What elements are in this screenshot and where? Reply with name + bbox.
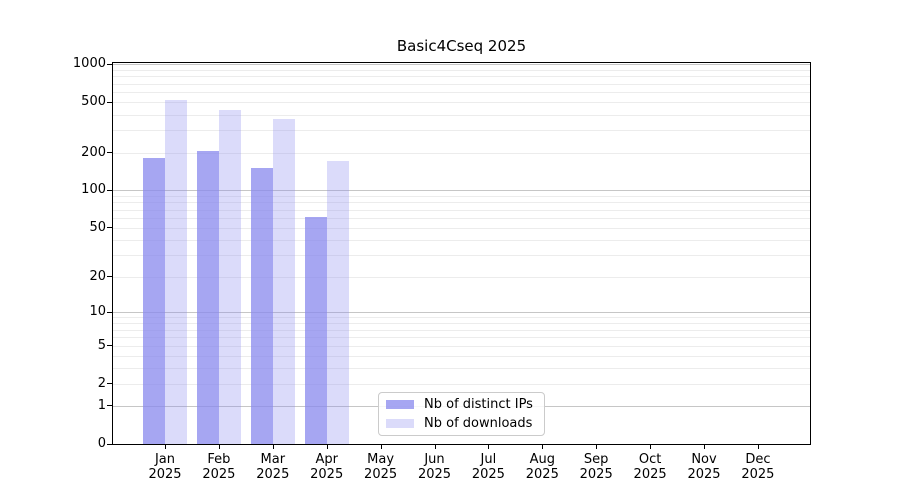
gridline-minor xyxy=(113,383,810,385)
y-tick-label: 500 xyxy=(81,94,106,110)
x-tick-label: Oct 2025 xyxy=(633,452,667,482)
x-tick-mark xyxy=(218,445,220,449)
y-tick-label: 1000 xyxy=(72,56,106,72)
bar-distinct-ips xyxy=(196,150,219,444)
x-tick-label: Mar 2025 xyxy=(256,452,290,482)
gridline-minor xyxy=(113,239,810,241)
y-tick-label: 50 xyxy=(89,219,106,235)
x-tick-mark xyxy=(326,445,328,449)
gridline-major xyxy=(113,190,810,192)
y-tick-mark xyxy=(107,152,112,153)
y-tick-mark xyxy=(107,345,112,346)
gridline-minor xyxy=(113,152,810,154)
x-tick-mark xyxy=(704,445,705,449)
x-tick-label: May 2025 xyxy=(364,452,398,482)
x-tick-label: Feb 2025 xyxy=(202,452,236,482)
x-tick-label: Dec 2025 xyxy=(741,452,775,482)
gridline-minor xyxy=(113,367,810,369)
y-tick-mark xyxy=(107,443,112,445)
legend-label: Nb of downloads xyxy=(424,415,533,431)
x-tick-mark xyxy=(542,445,544,449)
gridline-major xyxy=(113,64,810,66)
x-tick-mark xyxy=(596,445,598,449)
y-tick-mark xyxy=(107,63,112,65)
gridline-minor xyxy=(113,227,810,229)
gridline-minor xyxy=(113,276,810,278)
y-tick-label: 100 xyxy=(81,182,106,198)
y-tick-mark xyxy=(107,189,112,191)
y-tick-label: 200 xyxy=(81,144,106,160)
bar-distinct-ips xyxy=(304,217,327,444)
bar-downloads xyxy=(218,110,241,444)
x-tick-mark xyxy=(757,445,759,449)
gridline-minor xyxy=(113,255,810,257)
bar-downloads xyxy=(326,160,349,444)
gridline-minor xyxy=(113,209,810,211)
gridline-minor xyxy=(113,92,810,94)
x-tick-label: Sep 2025 xyxy=(579,452,613,482)
bar-distinct-ips xyxy=(250,167,273,444)
x-tick-mark xyxy=(165,445,166,449)
y-tick-label: 1 xyxy=(97,397,106,413)
gridline-minor xyxy=(113,323,810,325)
x-tick-label: Jun 2025 xyxy=(417,452,452,482)
y-tick-label: 20 xyxy=(89,268,106,284)
x-tick-mark xyxy=(380,445,382,449)
gridline-minor xyxy=(113,329,810,331)
gridline-minor xyxy=(113,317,810,319)
gridline-minor xyxy=(113,76,810,78)
gridline-minor xyxy=(113,345,810,347)
y-tick-label: 10 xyxy=(89,304,106,320)
gridline-minor xyxy=(113,196,810,197)
y-tick-mark xyxy=(107,383,112,385)
x-tick-mark xyxy=(272,445,274,449)
y-tick-label: 2 xyxy=(97,375,106,391)
gridline-minor xyxy=(113,70,810,71)
x-tick-mark xyxy=(434,445,436,449)
plot-area xyxy=(112,62,811,445)
gridline-minor xyxy=(113,114,810,116)
gridline-major xyxy=(113,312,810,314)
x-tick-label: Nov 2025 xyxy=(687,452,721,482)
gridline-minor xyxy=(113,355,810,357)
bar-downloads xyxy=(165,99,187,444)
bar-downloads xyxy=(272,119,295,444)
legend-swatch xyxy=(386,400,414,409)
legend-swatch xyxy=(386,419,414,428)
legend-row: Nb of distinct IPs xyxy=(386,397,544,413)
x-tick-label: Aug 2025 xyxy=(525,452,559,482)
legend: Nb of distinct IPs Nb of downloads xyxy=(378,392,545,436)
gridline-minor xyxy=(113,83,810,85)
legend-row: Nb of downloads xyxy=(386,416,544,432)
x-tick-mark xyxy=(650,445,652,449)
gridline-minor xyxy=(113,102,810,104)
y-tick-label: 5 xyxy=(97,337,106,353)
y-tick-mark xyxy=(107,276,112,278)
x-tick-label: Jul 2025 xyxy=(471,452,505,482)
gridline-minor xyxy=(113,337,810,338)
y-tick-mark xyxy=(107,311,112,313)
chart-title: Basic4Cseq 2025 xyxy=(396,37,527,55)
y-tick-mark xyxy=(107,227,112,229)
bar-distinct-ips xyxy=(143,158,165,444)
gridline-minor xyxy=(113,130,810,132)
gridline-minor xyxy=(113,218,810,219)
y-tick-mark xyxy=(107,405,112,407)
y-tick-label: 0 xyxy=(97,436,106,451)
gridline-minor xyxy=(113,202,810,204)
x-tick-mark xyxy=(488,445,490,449)
legend-label: Nb of distinct IPs xyxy=(424,396,533,412)
x-tick-label: Jan 2025 xyxy=(148,452,182,482)
x-tick-label: Apr 2025 xyxy=(310,452,344,482)
y-tick-mark xyxy=(107,101,112,103)
